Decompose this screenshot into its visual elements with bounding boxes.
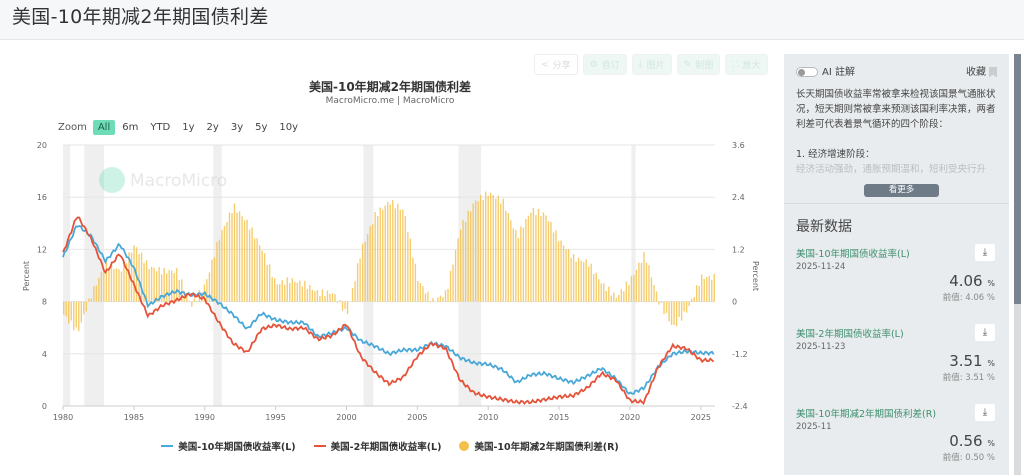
series-10y-line[interactable] [62, 225, 715, 395]
range-selector: Zoom All 6m YTD 1y 2y 3y 5y 10y [58, 120, 303, 135]
ai-annotation-text: 长天期国债收益率常被拿来检视该国景气通胀状况，短天期则常被拿来预测该国利率决策，… [796, 89, 996, 175]
recession-band [84, 145, 105, 406]
y-tick-left: 0 [42, 402, 47, 411]
legend-item-spread[interactable]: 美国-10年期减2年期国债利差(R) [459, 439, 619, 453]
x-tick: 2005 [407, 413, 427, 422]
stat-value: 4.06 % [949, 272, 995, 290]
image-download-button[interactable]: ⤓ 图片 [631, 54, 672, 75]
stat-value: 3.51 % [949, 352, 995, 370]
share-icon: < [541, 59, 549, 70]
stat-item: 美国-2年期国债收益率(L) 2025-11-23 ⤓ 3.51 % 前值: 3… [796, 324, 997, 398]
x-tick: 2015 [549, 413, 569, 422]
stat-item: 美国-10年期减2年期国债利差(R) 2025-11 ⤓ 0.56 % 前值: … [796, 404, 997, 475]
latest-data-section: 最新数据 美国-10年期国债收益率(L) 2025-11-24 ⤓ 4.06 %… [784, 204, 1009, 475]
stat-item: 美国-10年期国债收益率(L) 2025-11-24 ⤓ 4.06 % 前值: … [796, 244, 997, 318]
stat-name-link[interactable]: 美国-10年期减2年期国债利差(R) [796, 409, 937, 420]
range-2y[interactable]: 2y [206, 122, 219, 133]
y-axis-label-left: Percent [22, 261, 31, 291]
x-tick: 2010 [478, 413, 498, 422]
x-tick: 1990 [195, 413, 215, 422]
page-title: 美国-10年期减2年期国债利差 [12, 6, 269, 28]
download-icon[interactable]: ⤓ [975, 244, 995, 261]
legend-dot-icon [459, 441, 470, 451]
range-3y[interactable]: 3y [230, 122, 244, 133]
range-all[interactable]: All [92, 120, 116, 135]
x-tick: 1985 [124, 413, 144, 422]
x-tick: 2025 [691, 413, 711, 422]
x-tick: 2020 [620, 413, 640, 422]
pencil-icon: ✎ [683, 59, 692, 70]
range-6m[interactable]: 6m [122, 122, 139, 133]
watermark: MacroMicro [99, 167, 227, 193]
y-tick-right: -1.2 [732, 350, 748, 359]
bookmark-button[interactable]: 收藏 [966, 63, 997, 78]
main-content: < 分享 ⚙ 自订 ⤓ 图片 ✎ 制图 ⛶ 放大 美国-10年期减2年期国债利差 Macr… [0, 40, 1024, 475]
download-icon[interactable]: ⤓ [975, 404, 995, 421]
x-tick: 1980 [53, 413, 73, 422]
series-2y-line[interactable] [62, 216, 715, 406]
scrollbar[interactable] [1014, 54, 1021, 475]
download-icon: ⤓ [638, 59, 643, 70]
y-tick-right: 1.2 [732, 245, 745, 254]
y-tick-left: 16 [37, 193, 47, 202]
y-tick-left: 4 [42, 350, 47, 359]
bookmark-icon [989, 66, 997, 78]
spread-bars [63, 191, 715, 332]
latest-data-title: 最新数据 [796, 219, 852, 235]
range-ytd[interactable]: YTD [150, 122, 171, 133]
legend-line-icon [161, 445, 174, 447]
side-panel: AI 註解 收藏 长天期国债收益率常被拿来检视该国景气通胀状况，短天期则常被拿来… [784, 54, 1009, 475]
ai-annotation-panel: AI 註解 收藏 长天期国债收益率常被拿来检视该国景气通胀状况，短天期则常被拿来… [784, 54, 1009, 204]
x-tick: 2000 [336, 413, 356, 422]
y-tick-left: 8 [42, 298, 47, 307]
range-1y[interactable]: 1y [182, 122, 195, 133]
stat-name-link[interactable]: 美国-10年期国债收益率(L) [796, 249, 910, 260]
enlarge-button[interactable]: ⛶ 放大 [725, 54, 768, 75]
share-button[interactable]: < 分享 [534, 54, 578, 75]
expand-icon: ⛶ [732, 59, 739, 70]
scrollbar-thumb[interactable] [1014, 54, 1021, 304]
legend-item-10y[interactable]: 美国-10年期国债收益率(L) [161, 439, 296, 453]
download-icon[interactable]: ⤓ [975, 324, 995, 341]
recession-band [63, 145, 71, 406]
y-tick-right: 0 [732, 298, 737, 307]
legend-line-icon [313, 445, 326, 447]
y-tick-right: 3.6 [732, 141, 745, 150]
svg-text:MacroMicro: MacroMicro [130, 171, 227, 191]
x-tick: 1995 [265, 413, 285, 422]
range-5y[interactable]: 5y [255, 122, 268, 133]
see-more-button[interactable]: 看更多 [864, 184, 939, 197]
ai-toggle[interactable]: AI 註解 [796, 63, 855, 78]
chart-container: < 分享 ⚙ 自订 ⤓ 图片 ✎ 制图 ⛶ 放大 美国-10年期减2年期国债利差 Macr… [0, 40, 780, 475]
y-axis-label-right: Percent [751, 261, 760, 291]
legend-item-2y[interactable]: 美国-2年期国债收益率(L) [313, 439, 441, 453]
recession-band [363, 145, 374, 406]
page-header: 美国-10年期减2年期国债利差 [0, 0, 1024, 40]
chart-toolbar: < 分享 ⚙ 自订 ⤓ 图片 ✎ 制图 ⛶ 放大 [534, 54, 768, 75]
gear-icon: ⚙ [589, 59, 598, 70]
chart-subtitle: MacroMicro.me | MacroMicro [325, 96, 455, 106]
y-tick-left: 12 [37, 245, 47, 254]
chart-title: 美国-10年期减2年期国债利差 [308, 80, 472, 94]
custom-button[interactable]: ⚙ 自订 [582, 54, 627, 75]
draw-button[interactable]: ✎ 制图 [676, 54, 721, 75]
chart-legend: 美国-10年期国债收益率(L) 美国-2年期国债收益率(L) 美国-10年期减2… [0, 439, 780, 453]
y-tick-right: 2.4 [732, 193, 745, 202]
y-tick-left: 20 [37, 141, 47, 150]
toggle-switch-icon[interactable] [796, 67, 818, 77]
stat-value: 0.56 % [949, 432, 995, 450]
range-selector-label: Zoom [58, 122, 87, 133]
stat-name-link[interactable]: 美国-2年期国债收益率(L) [796, 329, 904, 340]
y-tick-right: -2.4 [732, 402, 748, 411]
range-10y[interactable]: 10y [279, 122, 299, 133]
chart-plot[interactable]: 0 -2.4 4 -1.2 8 0 12 1.2 16 2.4 20 3.6 Percent Percen… [0, 40, 780, 440]
